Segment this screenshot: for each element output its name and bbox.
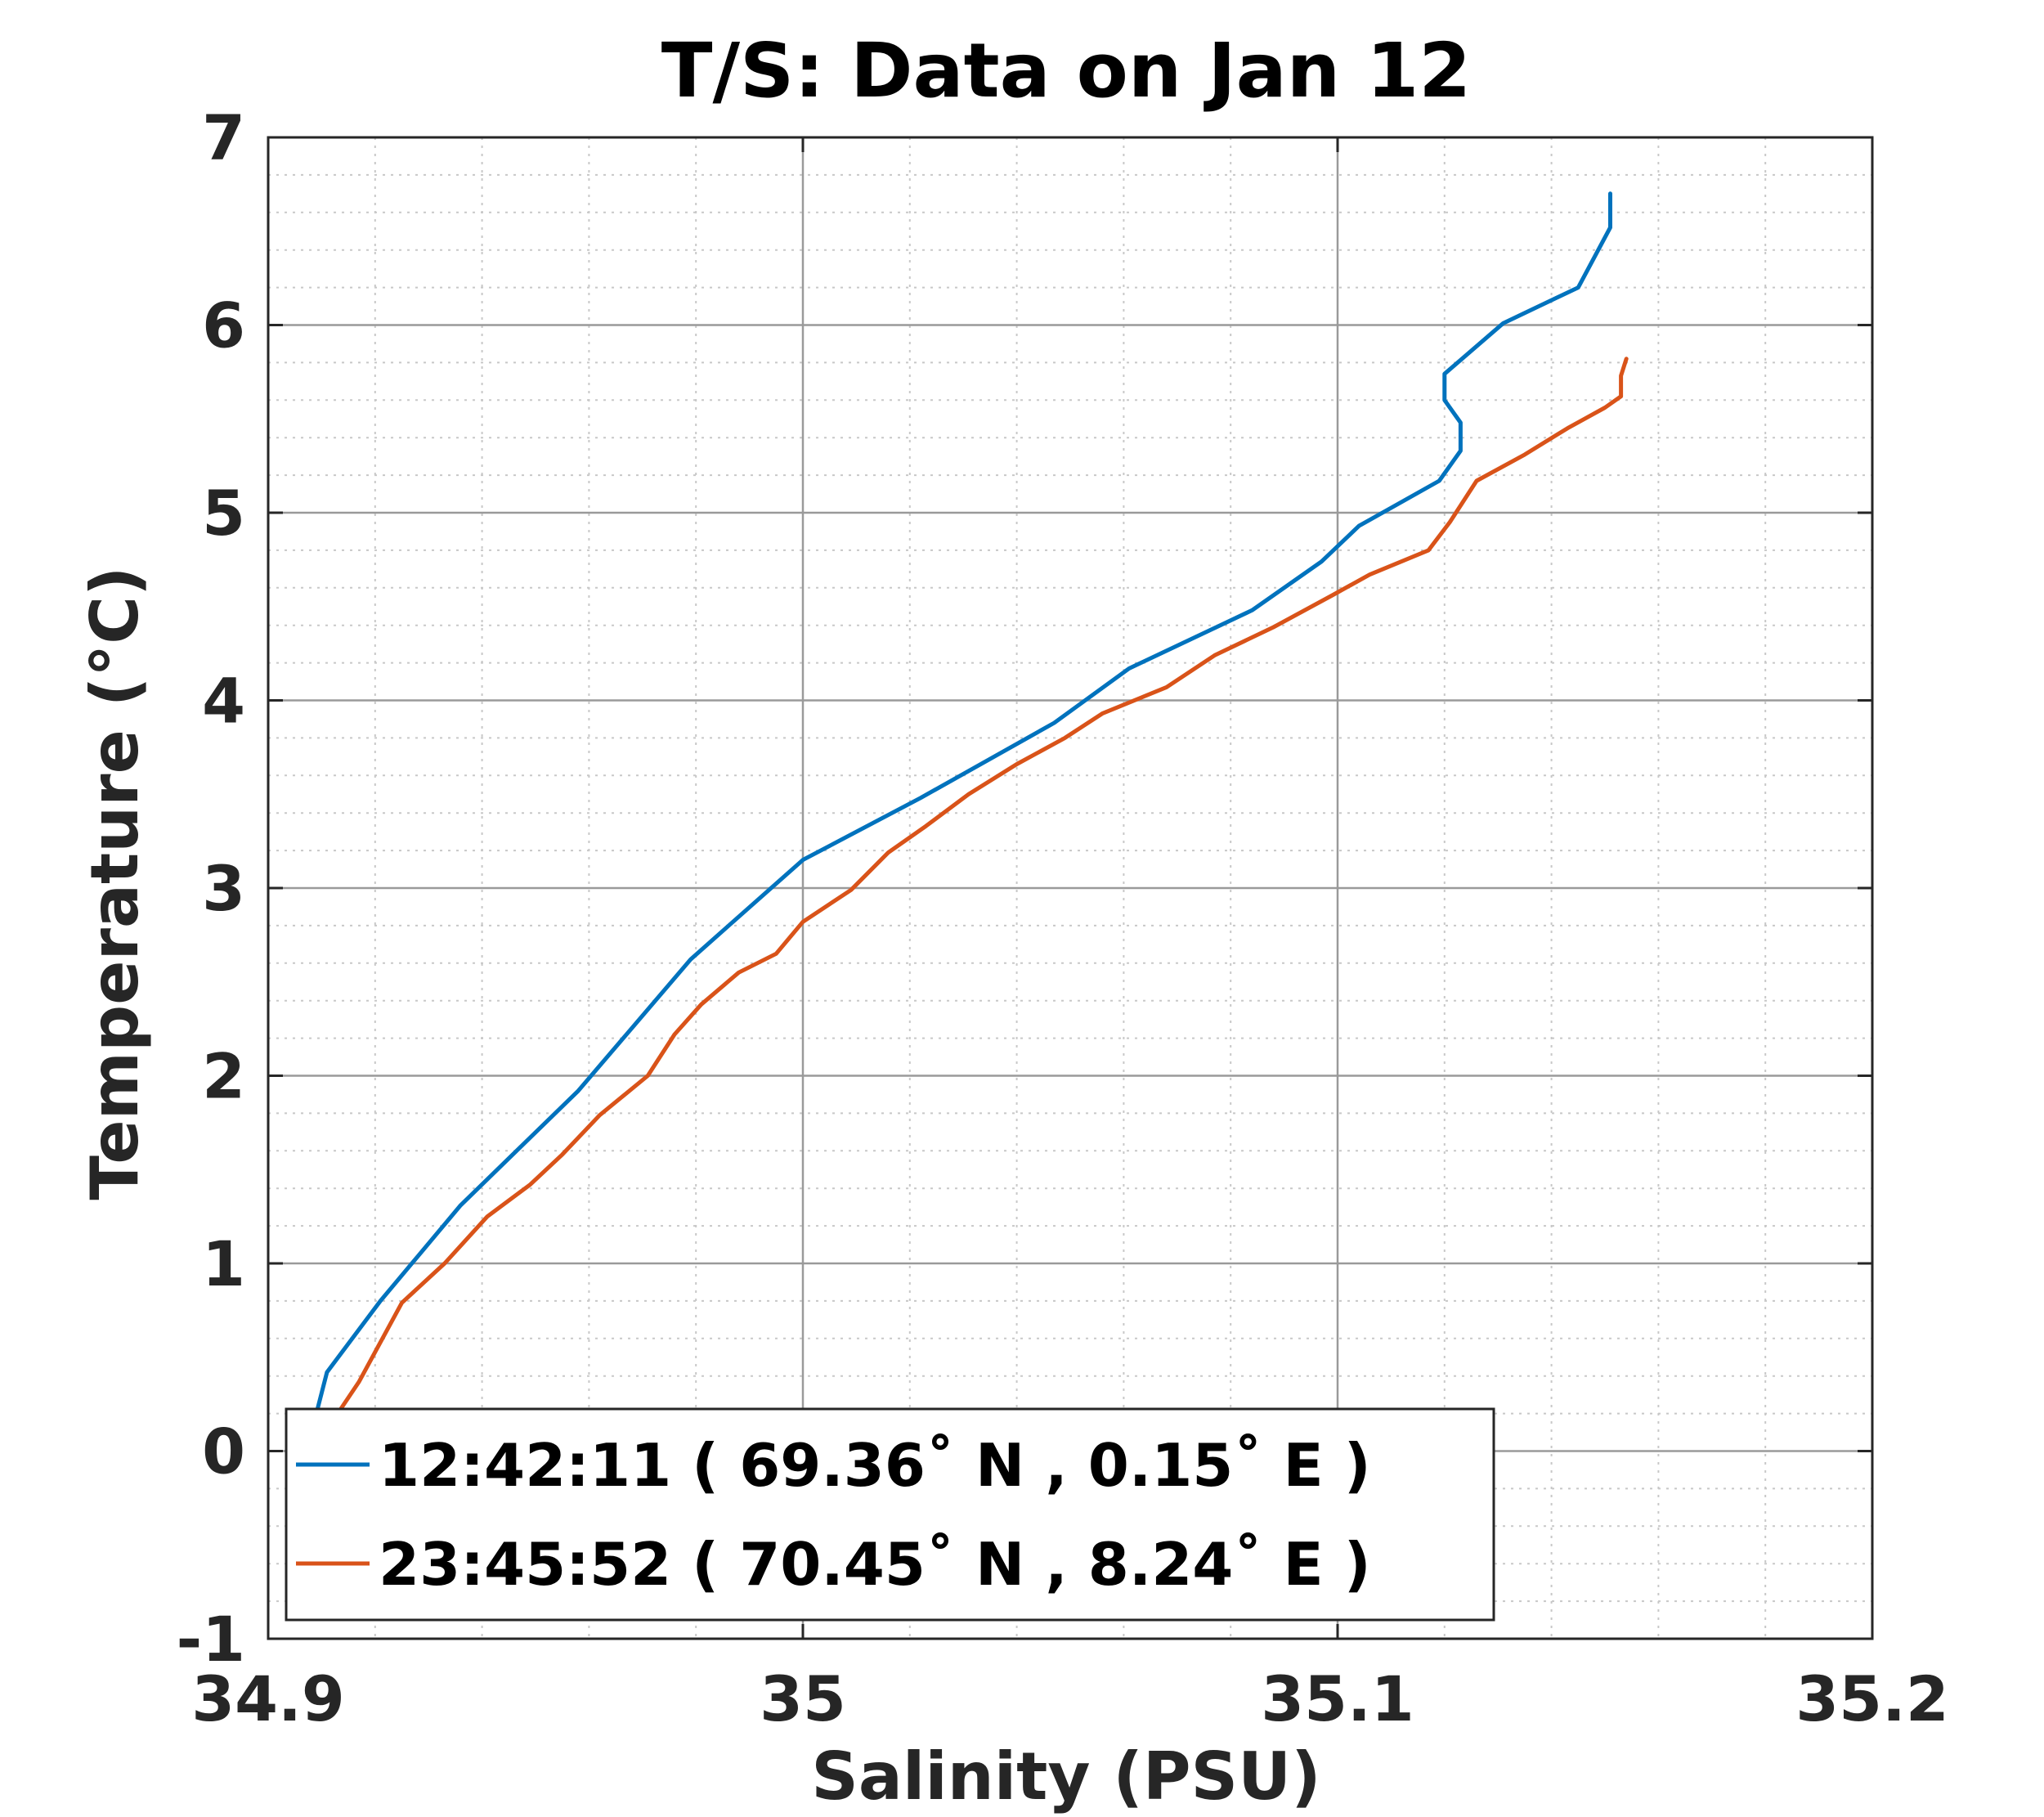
series-line-2 xyxy=(330,357,1629,1453)
chart-title: T/S: Data on Jan 12 xyxy=(661,27,1472,114)
y-tick-label: 6 xyxy=(202,289,245,362)
x-tick-label: 34.9 xyxy=(191,1662,345,1735)
x-axis-ticks: 34.9 35 35.1 35.2 xyxy=(191,137,1949,1735)
x-axis-label: Salinity (PSU) xyxy=(811,1738,1320,1815)
plot-lines xyxy=(308,191,1629,1453)
y-axis-label: Temperature (°C) xyxy=(77,566,153,1200)
y-tick-label: 3 xyxy=(202,852,245,925)
legend-label-series-1: 12:42:11 ( 69.36˚ N , 0.15˚ E ) xyxy=(379,1431,1371,1500)
series-line-1 xyxy=(308,191,1612,1453)
major-grid xyxy=(268,137,1872,1639)
legend: 12:42:11 ( 69.36˚ N , 0.15˚ E ) 23:45:52… xyxy=(285,1407,1495,1622)
x-tick-label: 35.2 xyxy=(1795,1662,1949,1735)
y-tick-label: 4 xyxy=(202,665,245,738)
y-tick-label: 1 xyxy=(202,1227,245,1300)
y-tick-label: 5 xyxy=(202,477,245,550)
legend-label-series-2: 23:45:52 ( 70.45˚ N , 8.24˚ E ) xyxy=(379,1530,1371,1599)
y-axis-ticks: -1 0 1 2 3 4 5 6 7 xyxy=(177,101,1872,1676)
x-tick-label: 35.1 xyxy=(1261,1662,1414,1735)
y-tick-label: 0 xyxy=(202,1415,245,1488)
x-tick-label: 35 xyxy=(760,1662,846,1735)
y-tick-label: -1 xyxy=(177,1603,245,1676)
legend-box xyxy=(285,1407,1495,1622)
y-tick-label: 2 xyxy=(202,1040,245,1113)
y-tick-label: 7 xyxy=(202,101,245,174)
